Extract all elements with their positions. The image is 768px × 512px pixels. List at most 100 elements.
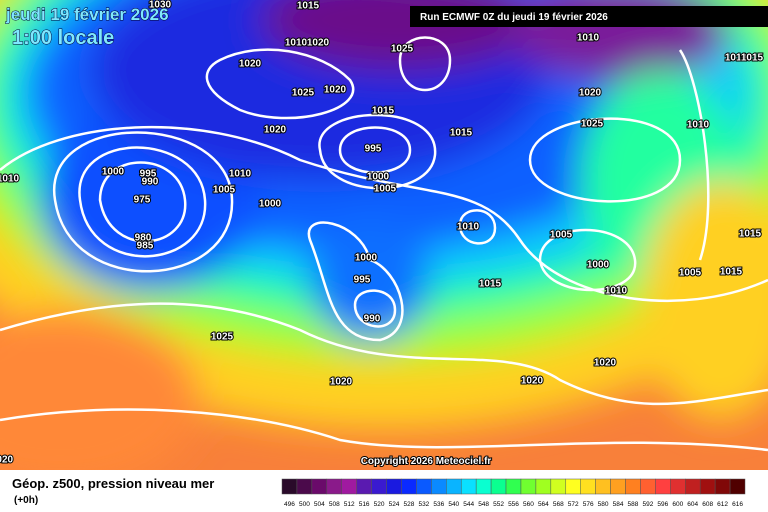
isobar-label: 1030 <box>149 0 172 11</box>
time-title: 1:00 locale <box>12 27 114 49</box>
isobar-label: 1005 <box>213 185 236 196</box>
scale-label: 568 <box>553 501 564 508</box>
scale-label: 516 <box>359 501 370 508</box>
isobar-label: 1015 <box>297 1 320 12</box>
scale-label: 608 <box>702 501 713 508</box>
isobar-label: 1005 <box>679 268 702 279</box>
isobar-label: 995 <box>354 275 371 286</box>
scale-swatch <box>685 478 701 495</box>
scale-swatch <box>699 478 716 495</box>
isobar-label: 1020 <box>0 455 14 466</box>
isobar-label: 1025 <box>581 119 604 130</box>
isobar-label: 1000 <box>259 199 282 210</box>
isobar-label: 1025 <box>391 44 414 55</box>
isobar-label: 1020 <box>307 38 330 49</box>
scale-label: 496 <box>284 501 295 508</box>
scale-label: 560 <box>523 501 534 508</box>
scale-swatch <box>520 478 537 495</box>
scale-label: 524 <box>389 501 400 508</box>
scale-swatch <box>371 478 387 495</box>
scale-swatch <box>475 478 492 495</box>
scale-label: 508 <box>329 501 340 508</box>
scale-label: 548 <box>478 501 489 508</box>
scale-label: 520 <box>374 501 385 508</box>
isobar-label: 1020 <box>330 377 353 388</box>
scale-label: 596 <box>657 501 668 508</box>
isobar-label: 1010 <box>285 38 308 49</box>
scale-swatch <box>490 478 507 495</box>
isobar-label: 1010 <box>229 169 252 180</box>
isobar-label: 1010 <box>457 222 480 233</box>
scale-swatch <box>625 478 641 495</box>
isobar-label: 1015 <box>720 267 743 278</box>
scale-swatch <box>281 478 298 495</box>
scale-label: 556 <box>508 501 519 508</box>
scale-label: 616 <box>732 501 743 508</box>
footer-title: Géop. z500, pression niveau mer <box>12 476 214 491</box>
isobars <box>0 36 768 452</box>
scale-swatch <box>729 478 746 495</box>
isobar-label: 1000 <box>367 172 390 183</box>
isobar-label: 1010 <box>725 53 748 64</box>
isobar-label: 1020 <box>264 125 287 136</box>
isobar-label: 1020 <box>521 376 544 387</box>
isobar-label: 975 <box>134 195 151 206</box>
scale-swatch <box>670 478 686 495</box>
scale-swatch <box>640 478 656 495</box>
isobar-label: 980 <box>135 233 152 244</box>
isobar-label: 1020 <box>579 88 602 99</box>
isobar-label: 1010 <box>687 120 710 131</box>
scale-swatch <box>535 478 552 495</box>
scale-swatch <box>565 478 581 495</box>
date-title: jeudi 19 février 2026 <box>5 5 169 24</box>
scale-swatch <box>311 478 328 495</box>
isobar-label: 1015 <box>372 106 395 117</box>
scale-label: 512 <box>344 501 355 508</box>
isobar-label: 1005 <box>374 184 397 195</box>
scale-swatch <box>580 478 596 495</box>
isobar-label: 1025 <box>211 332 234 343</box>
run-box <box>410 6 768 27</box>
isobar-label: 1015 <box>450 128 473 139</box>
scale-swatch <box>505 478 522 495</box>
scale-swatch <box>655 478 671 495</box>
isobar-label: 990 <box>364 314 381 325</box>
scale-label: 540 <box>448 501 459 508</box>
isobar-label: 1005 <box>550 230 573 241</box>
scale-label: 564 <box>538 501 549 508</box>
scale-swatch <box>714 478 731 495</box>
isobar-label: 995 <box>365 144 382 155</box>
scale-swatch <box>431 478 447 495</box>
isobar-label: 1015 <box>739 229 762 240</box>
copyright: Copyright 2026 Meteociel.fr <box>361 456 492 467</box>
scale-swatch <box>386 478 402 495</box>
scale-label: 536 <box>433 501 444 508</box>
scale-label: 592 <box>642 501 653 508</box>
scale-swatch <box>460 478 477 495</box>
isobar-label: 1020 <box>324 85 347 96</box>
scale-label: 612 <box>717 501 728 508</box>
scale-label: 500 <box>299 501 310 508</box>
scale-label: 532 <box>418 501 429 508</box>
scale-label: 588 <box>628 501 639 508</box>
scale-swatch <box>401 478 417 495</box>
isobar-label: 1010 <box>0 174 20 185</box>
isobar-label: 1010 <box>577 33 600 44</box>
isobar-label: 1000 <box>587 260 610 271</box>
scale-swatch <box>595 478 611 495</box>
scale-swatch <box>356 478 372 495</box>
scale-label: 600 <box>672 501 683 508</box>
scale-swatch <box>341 478 357 495</box>
scale-swatch <box>550 478 567 495</box>
scale-label: 528 <box>404 501 415 508</box>
scale-label: 504 <box>314 501 325 508</box>
run-label: Run ECMWF 0Z du jeudi 19 février 2026 <box>420 12 608 23</box>
footer-lead: (+0h) <box>14 495 38 506</box>
scale-label: 584 <box>613 501 624 508</box>
isobar-label: 1000 <box>102 167 125 178</box>
scale-label: 544 <box>463 501 474 508</box>
isobar-label: 1010 <box>605 286 628 297</box>
